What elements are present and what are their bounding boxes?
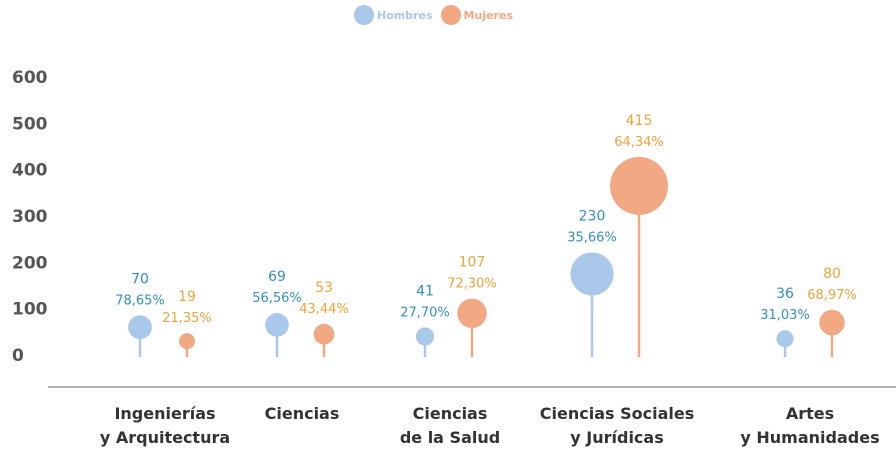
data-point-hombres <box>128 315 152 340</box>
value-label: 80 <box>823 266 841 282</box>
data-point-mujeres <box>179 333 195 350</box>
percent-label: 72,30% <box>447 277 497 292</box>
data-point-hombres <box>415 327 435 346</box>
value-label: 107 <box>459 255 486 271</box>
value-label: 230 <box>579 208 606 224</box>
percent-label: 31,03% <box>760 308 810 323</box>
percent-label: 64,34% <box>614 135 664 150</box>
y-tick-label: 200 <box>12 253 48 273</box>
x-tick-label: Ciencias Sociales <box>540 404 694 423</box>
y-tick-label: 400 <box>12 161 48 181</box>
legend-label-mujeres: Mujeres <box>463 8 513 22</box>
percent-label: 68,97% <box>807 288 857 303</box>
percent-label: 27,70% <box>400 305 450 320</box>
legend-swatch-hombres <box>354 5 374 25</box>
value-label: 41 <box>416 283 434 299</box>
value-label: 36 <box>776 286 794 302</box>
y-tick-label: 0 <box>12 346 24 366</box>
y-tick-label: 300 <box>12 207 48 227</box>
x-tick-label: y Arquitectura <box>100 428 230 447</box>
value-label: 19 <box>178 289 196 305</box>
data-point-mujeres <box>313 323 335 345</box>
value-label: 69 <box>268 269 286 285</box>
y-tick-label: 500 <box>12 114 48 134</box>
data-point-hombres <box>570 252 614 296</box>
legend-item-hombres: Hombres <box>354 5 433 25</box>
value-label: 70 <box>131 271 149 287</box>
x-tick-label: y Humanidades <box>740 428 879 447</box>
y-tick-label: 100 <box>12 300 48 320</box>
value-label: 415 <box>626 113 653 129</box>
percent-label: 21,35% <box>162 311 212 326</box>
data-point-hombres <box>265 313 289 337</box>
x-tick-label: Ingenierías <box>114 404 215 423</box>
x-tick-label: de la Salud <box>400 428 500 447</box>
data-point-mujeres <box>610 156 668 215</box>
percent-label: 78,65% <box>115 293 165 308</box>
x-tick-label: Ciencias <box>413 404 488 423</box>
y-tick-label: 600 <box>12 68 48 88</box>
x-tick-label: Artes <box>786 404 834 423</box>
value-label: 53 <box>315 280 333 296</box>
legend-item-mujeres: Mujeres <box>440 5 513 25</box>
x-tick-label: y Jurídicas <box>570 428 663 447</box>
x-tick-label: Ciencias <box>265 404 340 423</box>
data-point-mujeres <box>819 309 845 336</box>
data-point-hombres <box>776 330 794 348</box>
legend-swatch-mujeres <box>440 5 461 25</box>
percent-label: 43,44% <box>299 302 349 317</box>
legend: Hombres Mujeres <box>354 5 521 25</box>
data-point-mujeres <box>457 298 487 329</box>
percent-label: 56,56% <box>252 291 302 306</box>
legend-label-hombres: Hombres <box>377 8 433 22</box>
percent-label: 35,66% <box>567 230 617 245</box>
